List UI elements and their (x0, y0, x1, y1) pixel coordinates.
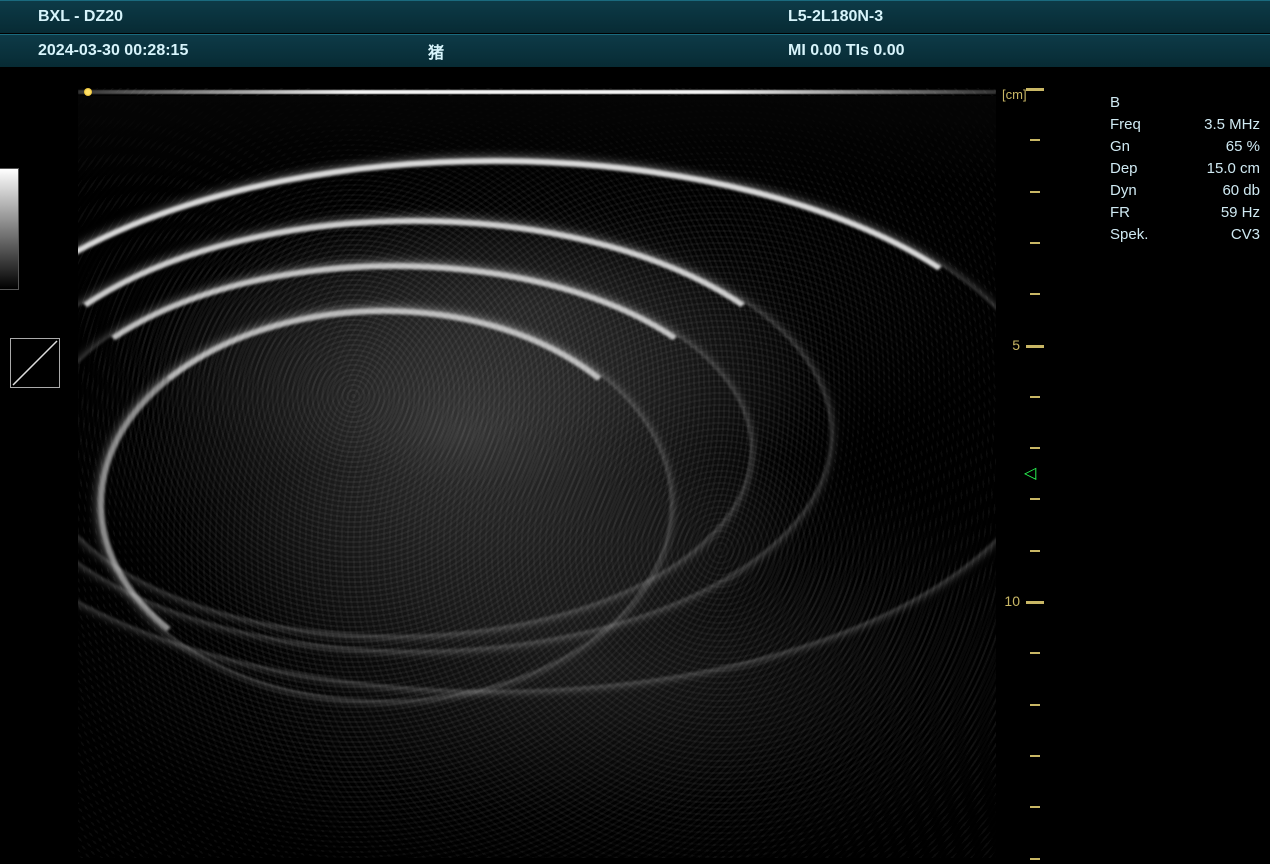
param-value: 15.0 cm (1164, 158, 1260, 180)
device-label: BXL - DZ20 (0, 8, 428, 26)
param-key: Dep (1110, 158, 1164, 180)
param-key: Dyn (1110, 180, 1164, 202)
ruler-tick-major (1026, 601, 1044, 604)
param-value: 3.5 MHz (1164, 114, 1260, 136)
skin-line (78, 90, 996, 94)
datetime-label: 2024-03-30 00:28:15 (0, 42, 428, 60)
param-key: Freq (1110, 114, 1164, 136)
param-row: Freq3.5 MHz (1110, 114, 1260, 136)
param-row: FR59 Hz (1110, 202, 1260, 224)
param-mode-label: B (1110, 92, 1164, 114)
header-row-2: 2024-03-30 00:28:15 猪 MI 0.00 TIs 0.00 (0, 34, 1270, 68)
param-row: Dep15.0 cm (1110, 158, 1260, 180)
patient-label: 猪 (428, 39, 788, 63)
param-value: 59 Hz (1164, 202, 1260, 224)
param-value: 65 % (1164, 136, 1260, 158)
param-key: Gn (1110, 136, 1164, 158)
ruler-tick (1030, 755, 1040, 757)
header-row-1: BXL - DZ20 L5-2L180N-3 (0, 0, 1270, 34)
indices-label: MI 0.00 TIs 0.00 (788, 42, 1270, 60)
main-area: [cm] 5 10 ◁ B Freq3.5 MHzGn65 %Dep15.0 cmD… (0, 68, 1270, 864)
probe-label: L5-2L180N-3 (788, 8, 1270, 26)
ruler-tick (1030, 806, 1040, 808)
ruler-tick (1030, 396, 1040, 398)
focus-marker: ◁ (1024, 463, 1036, 483)
ruler-tick (1030, 550, 1040, 552)
ruler-tick (1030, 704, 1040, 706)
tgc-curve-box (10, 338, 60, 388)
probe-orientation-marker (84, 88, 92, 96)
param-mode-value (1164, 92, 1260, 114)
param-key: FR (1110, 202, 1164, 224)
echo-arc (98, 308, 670, 700)
ruler-tick (1026, 88, 1044, 91)
ruler-tick-label: 10 (1004, 593, 1020, 609)
ruler-tick (1030, 858, 1040, 860)
ruler-tick (1030, 498, 1040, 500)
depth-ruler: [cm] 5 10 ◁ (1000, 88, 1060, 858)
tgc-curve-icon (11, 339, 59, 387)
ruler-tick (1030, 242, 1040, 244)
param-row: Dyn60 db (1110, 180, 1260, 202)
ruler-tick (1030, 191, 1040, 193)
grayscale-bar (0, 168, 19, 290)
ruler-unit-label: [cm] (1002, 87, 1027, 102)
ultrasound-image (78, 88, 996, 858)
parameter-panel: B Freq3.5 MHzGn65 %Dep15.0 cmDyn60 dbFR5… (1110, 92, 1260, 246)
param-value: 60 db (1164, 180, 1260, 202)
param-value: CV3 (1164, 224, 1260, 246)
param-row: Spek.CV3 (1110, 224, 1260, 246)
ruler-tick (1030, 139, 1040, 141)
param-row: Gn65 % (1110, 136, 1260, 158)
ruler-tick-major (1026, 345, 1044, 348)
ruler-tick-label: 5 (1012, 337, 1020, 353)
header: BXL - DZ20 L5-2L180N-3 2024-03-30 00:28:… (0, 0, 1270, 68)
param-key: Spek. (1110, 224, 1164, 246)
ruler-tick (1030, 447, 1040, 449)
param-mode: B (1110, 92, 1260, 114)
ruler-tick (1030, 652, 1040, 654)
ruler-tick (1030, 293, 1040, 295)
